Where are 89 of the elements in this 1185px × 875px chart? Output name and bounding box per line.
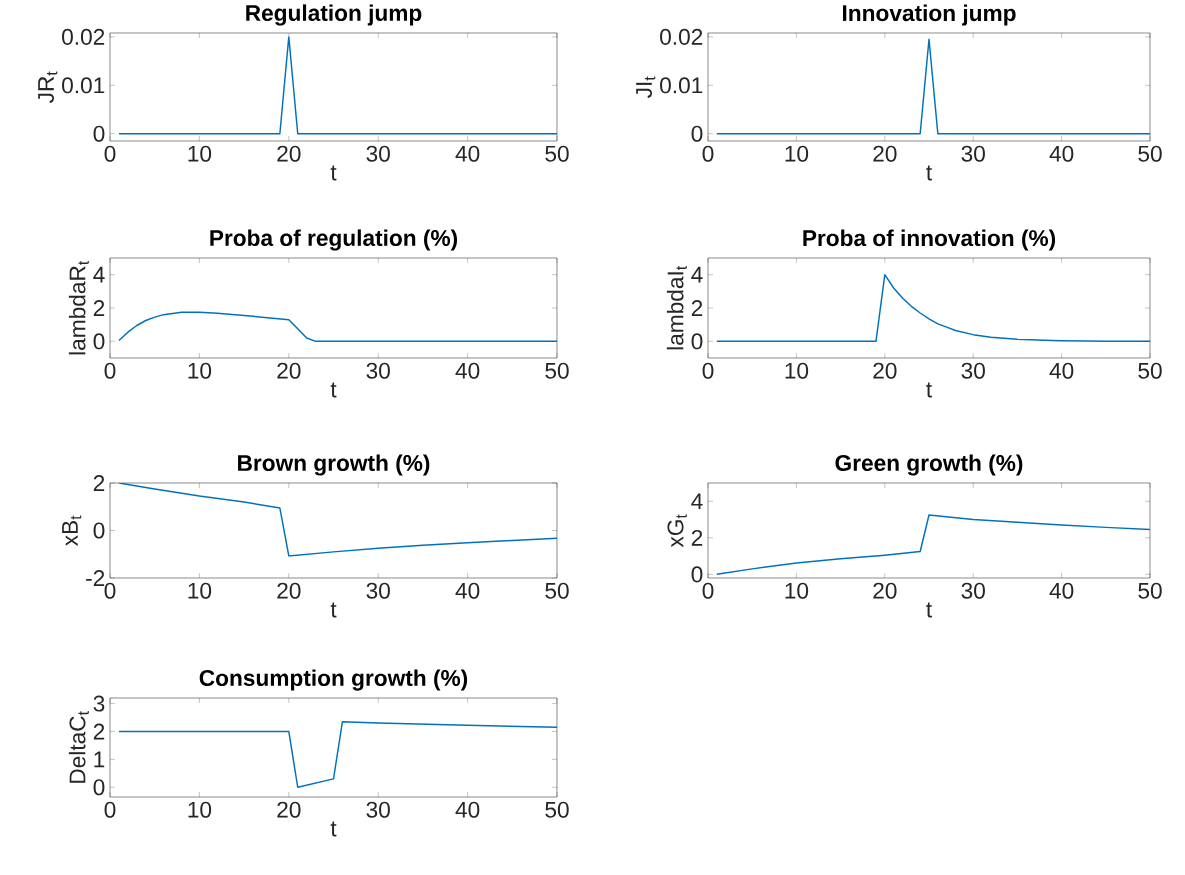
x-tick-label: 20 <box>277 801 301 818</box>
x-axis-title: t <box>330 602 337 618</box>
chart-title: Innovation jump <box>843 4 1016 26</box>
x-tick-label: 40 <box>1049 145 1074 162</box>
x-tick-label: 30 <box>366 362 390 379</box>
y-tick-label: 0 <box>93 522 105 539</box>
x-tick-label: 20 <box>277 582 301 599</box>
y-tick-label: 2 <box>93 300 105 316</box>
y-tick-label: 4 <box>691 266 703 283</box>
x-tick-label: 50 <box>1138 362 1162 379</box>
y-tick-label: -2 <box>86 570 105 586</box>
y-tick-label: 0 <box>93 333 105 350</box>
x-tick-label: 30 <box>961 582 985 599</box>
y-tick-label: 0 <box>93 125 105 142</box>
line-series <box>118 483 557 557</box>
x-tick-label: 10 <box>785 362 809 379</box>
x-tick-label: 40 <box>1049 362 1074 379</box>
x-tick-label: 20 <box>873 362 897 379</box>
y-axis-title: xB$_{t}$ <box>62 515 82 547</box>
x-tick-label: 50 <box>1138 145 1162 162</box>
x-tick-label: 0 <box>702 145 714 162</box>
y-tick-label: 0 <box>691 125 703 142</box>
x-axis-title: t <box>330 382 337 398</box>
x-axis-title: t <box>926 382 932 398</box>
x-tick-label: 50 <box>1138 582 1162 599</box>
y-tick-label: 3 <box>93 695 105 712</box>
y-axis-title: JI$_{t}$ <box>636 76 656 98</box>
x-axis-title: t <box>926 165 932 181</box>
x-tick-label: 40 <box>455 362 480 379</box>
x-tick-label: 30 <box>366 801 390 818</box>
x-tick-label: 10 <box>785 145 809 162</box>
chart-title: Green growth (%) <box>835 454 1023 476</box>
x-tick-label: 0 <box>104 362 116 379</box>
x-axis-title: t <box>926 602 932 618</box>
y-tick-label: 1 <box>94 751 105 768</box>
x-tick-label: 0 <box>702 582 714 599</box>
y-tick-label: 0 <box>691 333 703 350</box>
x-tick-label: 10 <box>188 801 212 818</box>
y-tick-label: 0.01 <box>660 77 703 94</box>
chart-title: Proba of regulation (%) <box>210 229 458 251</box>
x-tick-label: 10 <box>188 362 212 379</box>
x-tick-label: 0 <box>104 801 116 818</box>
x-axis-title: t <box>330 821 337 837</box>
x-tick-label: 20 <box>277 362 301 379</box>
x-tick-label: 40 <box>455 145 480 162</box>
y-tick-label: 2 <box>691 529 703 546</box>
x-tick-label: 30 <box>366 145 390 162</box>
y-tick-label: 4 <box>691 493 703 510</box>
y-tick-label: 2 <box>93 475 105 491</box>
x-tick-label: 10 <box>188 582 212 599</box>
chart-title: Regulation jump <box>246 4 422 26</box>
y-tick-label: 0 <box>691 566 703 583</box>
x-tick-label: 0 <box>702 362 714 379</box>
y-tick-label: 0.02 <box>660 28 703 45</box>
x-tick-label: 20 <box>277 145 301 162</box>
x-tick-label: 10 <box>785 582 809 599</box>
y-tick-label: 2 <box>93 723 105 740</box>
x-tick-label: 10 <box>188 145 212 162</box>
chart-title: Proba of innovation (%) <box>803 229 1056 251</box>
y-axis-title: lambdaR$_{t}$ <box>68 260 89 355</box>
x-tick-label: 50 <box>545 145 569 162</box>
x-tick-label: 0 <box>104 582 116 599</box>
y-axis-title: xG$_{t}$ <box>667 514 687 548</box>
x-tick-label: 40 <box>455 582 480 599</box>
x-tick-label: 50 <box>545 362 569 379</box>
x-tick-label: 50 <box>545 801 569 818</box>
y-tick-label: 2 <box>691 300 703 316</box>
y-tick-label: 0.02 <box>62 28 105 45</box>
y-tick-label: 4 <box>93 266 105 283</box>
y-axis-title: JR$_{t}$ <box>38 71 58 104</box>
y-tick-label: 0.01 <box>62 77 105 94</box>
x-tick-label: 40 <box>1049 582 1074 599</box>
x-tick-label: 20 <box>873 145 897 162</box>
x-tick-label: 40 <box>455 801 480 818</box>
line-series <box>716 514 1151 576</box>
x-tick-label: 20 <box>873 582 897 599</box>
x-tick-label: 0 <box>104 145 116 162</box>
line-series <box>118 720 557 788</box>
x-tick-label: 30 <box>366 582 390 599</box>
x-axis-title: t <box>330 165 337 181</box>
y-axis-title: lambdaI$_{t}$ <box>666 265 687 350</box>
y-tick-label: 0 <box>93 779 105 796</box>
line-series <box>716 273 1151 343</box>
x-tick-label: 30 <box>961 362 985 379</box>
x-tick-label: 30 <box>961 145 985 162</box>
chart-title: Consumption growth (%) <box>199 669 468 691</box>
chart-title: Brown growth (%) <box>238 454 430 476</box>
y-axis-title: DeltaC$_{t}$ <box>68 711 89 783</box>
x-tick-label: 50 <box>545 582 569 599</box>
